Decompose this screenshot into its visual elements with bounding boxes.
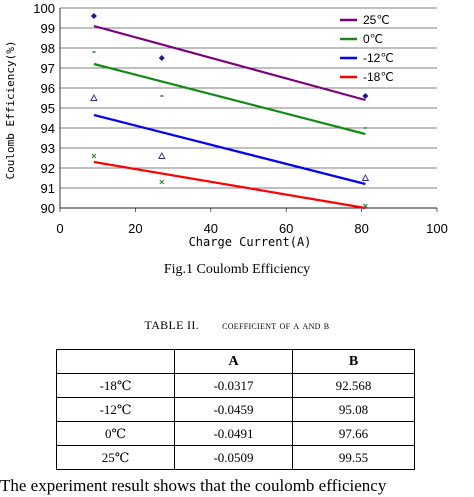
table-number: TABLE II. bbox=[144, 318, 199, 332]
fit-lines bbox=[93, 24, 366, 210]
temperature-cell: -12℃ bbox=[56, 397, 175, 422]
y-tick-label: 93 bbox=[41, 141, 55, 156]
series-line bbox=[93, 113, 366, 186]
x-tick-label: 80 bbox=[354, 221, 368, 236]
series-line bbox=[93, 24, 366, 102]
legend-label: -12℃ bbox=[363, 51, 394, 65]
x-tick-label: 100 bbox=[426, 221, 448, 236]
legend-label: 0℃ bbox=[363, 32, 383, 46]
legend-label: 25℃ bbox=[363, 13, 390, 27]
header-cell-empty bbox=[56, 349, 175, 374]
data-markers bbox=[90, 13, 370, 209]
x-tick-label: 20 bbox=[128, 221, 142, 236]
header-cell-b: B bbox=[292, 349, 415, 374]
y-tick-label: 95 bbox=[41, 101, 55, 116]
data-point bbox=[159, 179, 165, 185]
table-caption: coefficient of A and B bbox=[222, 320, 330, 332]
temperature-cell: 0℃ bbox=[56, 421, 175, 446]
y-tick-label: 90 bbox=[41, 201, 55, 216]
x-axis-label: Charge Current(A) bbox=[189, 235, 312, 249]
body-text: The experiment result shows that the cou… bbox=[0, 476, 387, 495]
y-tick-label: 96 bbox=[41, 81, 55, 96]
coef-b-cell: 97.66 bbox=[292, 421, 415, 446]
x-tick-label: 60 bbox=[279, 221, 293, 236]
data-point bbox=[158, 152, 166, 159]
coef-b-cell: 95.08 bbox=[292, 397, 415, 422]
coulomb-efficiency-chart: 90 91 92 93 94 95 96 97 98 99 100 0 20 40 60 80 100 Char… bbox=[4, 1, 448, 249]
chart-axes bbox=[59, 8, 438, 212]
coef-a-cell: -0.0509 bbox=[174, 445, 293, 470]
table-row: 0℃ -0.0491 97.66 bbox=[56, 421, 415, 446]
data-point bbox=[90, 94, 98, 101]
table-header-row: A B bbox=[56, 349, 415, 374]
data-point bbox=[158, 55, 165, 61]
coef-a-cell: -0.0459 bbox=[174, 397, 293, 422]
figure-caption: Fig.1 Coulomb Efficiency bbox=[163, 262, 311, 277]
tick-labels: 90 91 92 93 94 95 96 97 98 99 100 0 20 40 60 80 100 bbox=[33, 1, 448, 236]
data-point bbox=[91, 153, 97, 159]
coef-b-cell: 92.568 bbox=[292, 373, 415, 398]
chart-legend: 25℃ 0℃ -12℃ -18℃ bbox=[340, 13, 394, 84]
table-row: 25℃ -0.0509 99.55 bbox=[56, 445, 415, 470]
y-tick-label: 99 bbox=[41, 21, 55, 36]
y-tick-label: 97 bbox=[41, 61, 55, 76]
table-row: -18℃ -0.0317 92.568 bbox=[56, 373, 415, 398]
header-cell-a: A bbox=[174, 349, 293, 374]
y-tick-label: 100 bbox=[33, 1, 55, 16]
series-line bbox=[93, 160, 366, 210]
y-tick-label: 92 bbox=[41, 161, 55, 176]
coef-a-cell: -0.0317 bbox=[174, 373, 293, 398]
x-tick-label: 40 bbox=[204, 221, 218, 236]
table-row: -12℃ -0.0459 95.08 bbox=[56, 397, 415, 422]
y-axis-label: Coulomb Efficiency(%) bbox=[4, 40, 17, 179]
series-line bbox=[93, 62, 366, 136]
coef-b-cell: 99.55 bbox=[292, 445, 415, 470]
y-tick-label: 98 bbox=[41, 41, 55, 56]
y-tick-label: 94 bbox=[41, 121, 55, 136]
x-tick-label: 0 bbox=[56, 221, 63, 236]
legend-label: -18℃ bbox=[363, 70, 394, 84]
coefficient-table: A B -18℃ -0.0317 92.568 -12℃ -0.0459 95.… bbox=[56, 349, 415, 470]
coef-a-cell: -0.0491 bbox=[174, 421, 293, 446]
data-point bbox=[363, 203, 368, 209]
data-point bbox=[90, 13, 97, 19]
temperature-cell: 25℃ bbox=[56, 445, 175, 470]
y-tick-label: 91 bbox=[41, 181, 55, 196]
data-point bbox=[361, 174, 370, 181]
temperature-cell: -18℃ bbox=[56, 373, 175, 398]
data-point bbox=[362, 93, 369, 99]
table-title: TABLE II. coefficient of A and B bbox=[0, 318, 474, 333]
